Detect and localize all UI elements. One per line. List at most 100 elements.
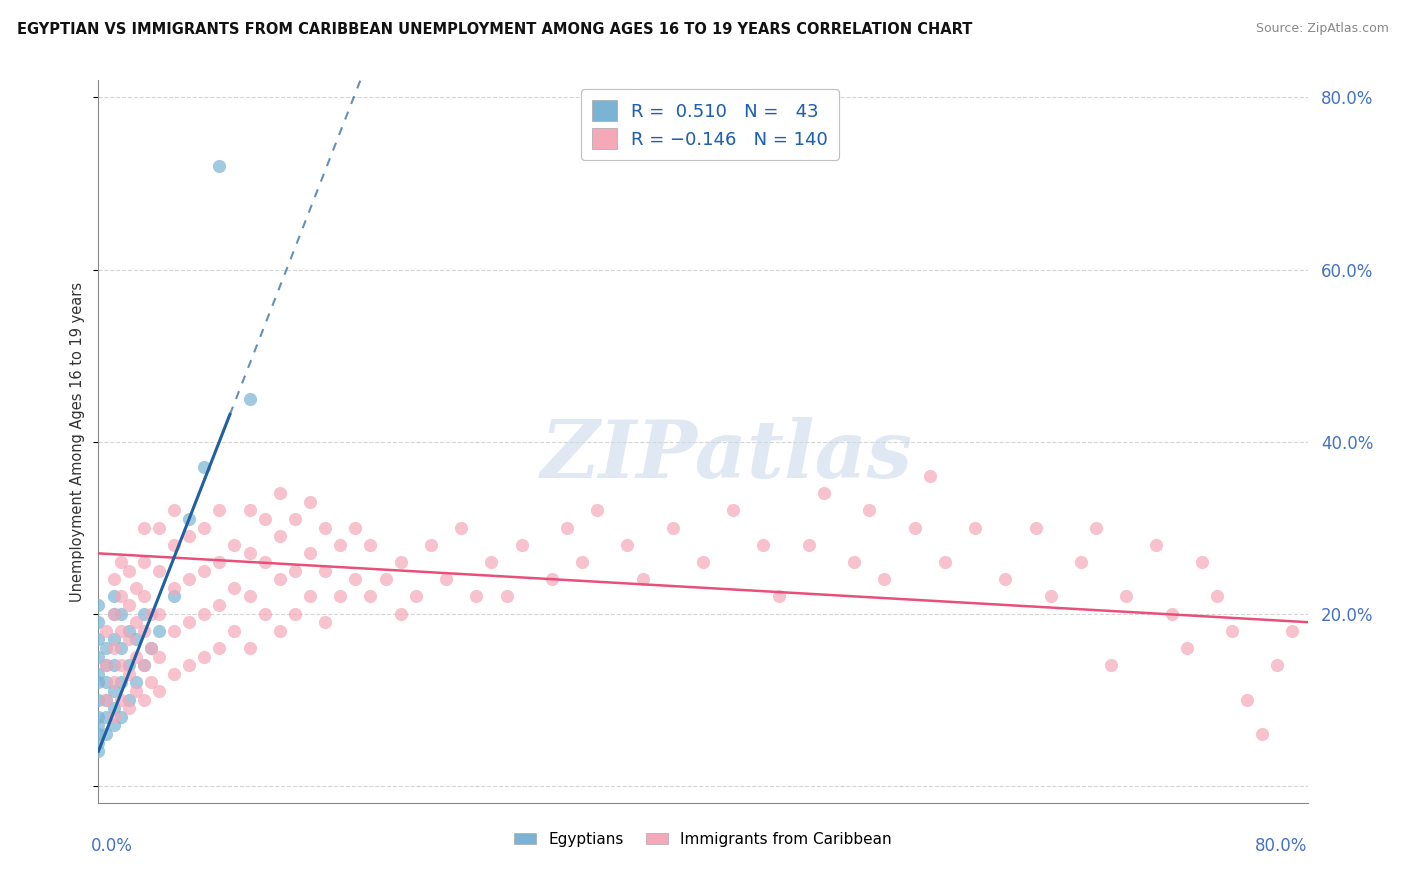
Point [1281,624,1303,638]
Point [125,632,148,647]
Point [1206,590,1229,604]
Point [179,658,201,673]
Point [934,555,956,569]
Point [94,692,117,706]
Point [1039,590,1062,604]
Point [148,520,170,534]
Point [239,503,262,517]
Point [163,666,186,681]
Point [1070,555,1092,569]
Point [148,684,170,698]
Point [253,512,276,526]
Point [208,555,231,569]
Point [918,469,941,483]
Point [965,520,987,534]
Point [94,675,117,690]
Point [163,624,186,638]
Point [193,564,215,578]
Point [797,538,820,552]
Point [269,572,291,586]
Point [132,692,155,706]
Point [94,658,117,673]
Text: EGYPTIAN VS IMMIGRANTS FROM CARIBBEAN UNEMPLOYMENT AMONG AGES 16 TO 19 YEARS COR: EGYPTIAN VS IMMIGRANTS FROM CARIBBEAN UN… [17,22,972,37]
Point [118,564,141,578]
Point [873,572,896,586]
Point [132,607,155,621]
Point [360,538,382,552]
Point [239,640,262,655]
Point [103,607,125,621]
Point [253,607,276,621]
Point [299,546,322,560]
Point [148,649,170,664]
Point [103,658,125,673]
Point [132,590,155,604]
Point [616,538,638,552]
Point [118,692,141,706]
Point [1191,555,1213,569]
Point [1175,640,1198,655]
Point [179,615,201,630]
Point [481,555,503,569]
Point [1236,692,1258,706]
Text: Source: ZipAtlas.com: Source: ZipAtlas.com [1256,22,1389,36]
Point [208,598,231,612]
Point [555,520,578,534]
Point [329,538,352,552]
Point [723,503,745,517]
Point [224,581,246,595]
Point [141,675,163,690]
Point [110,658,132,673]
Point [208,159,231,173]
Point [118,598,141,612]
Point [269,529,291,543]
Point [858,503,880,517]
Point [118,658,141,673]
Point [103,572,125,586]
Point [239,392,262,406]
Point [1220,624,1243,638]
Point [224,538,246,552]
Point [132,520,155,534]
Point [495,590,517,604]
Point [434,572,457,586]
Point [163,503,186,517]
Point [87,727,110,741]
Point [374,572,396,586]
Point [148,624,170,638]
Point [141,640,163,655]
Point [87,710,110,724]
Point [994,572,1017,586]
Point [132,658,155,673]
Point [103,632,125,647]
Point [450,520,472,534]
Point [844,555,866,569]
Point [239,590,262,604]
Point [110,710,132,724]
Point [110,607,132,621]
Point [224,624,246,638]
Point [1160,607,1182,621]
Point [132,658,155,673]
Point [299,590,322,604]
Point [103,701,125,715]
Point [405,590,427,604]
Point [193,649,215,664]
Point [314,615,336,630]
Point [510,538,533,552]
Point [141,607,163,621]
Point [94,727,117,741]
Point [94,692,117,706]
Point [103,675,125,690]
Point [1251,727,1274,741]
Point [132,555,155,569]
Point [125,615,148,630]
Point [87,675,110,690]
Point [87,666,110,681]
Point [904,520,927,534]
Point [118,666,141,681]
Point [87,632,110,647]
Point [253,555,276,569]
Point [148,607,170,621]
Point [284,607,307,621]
